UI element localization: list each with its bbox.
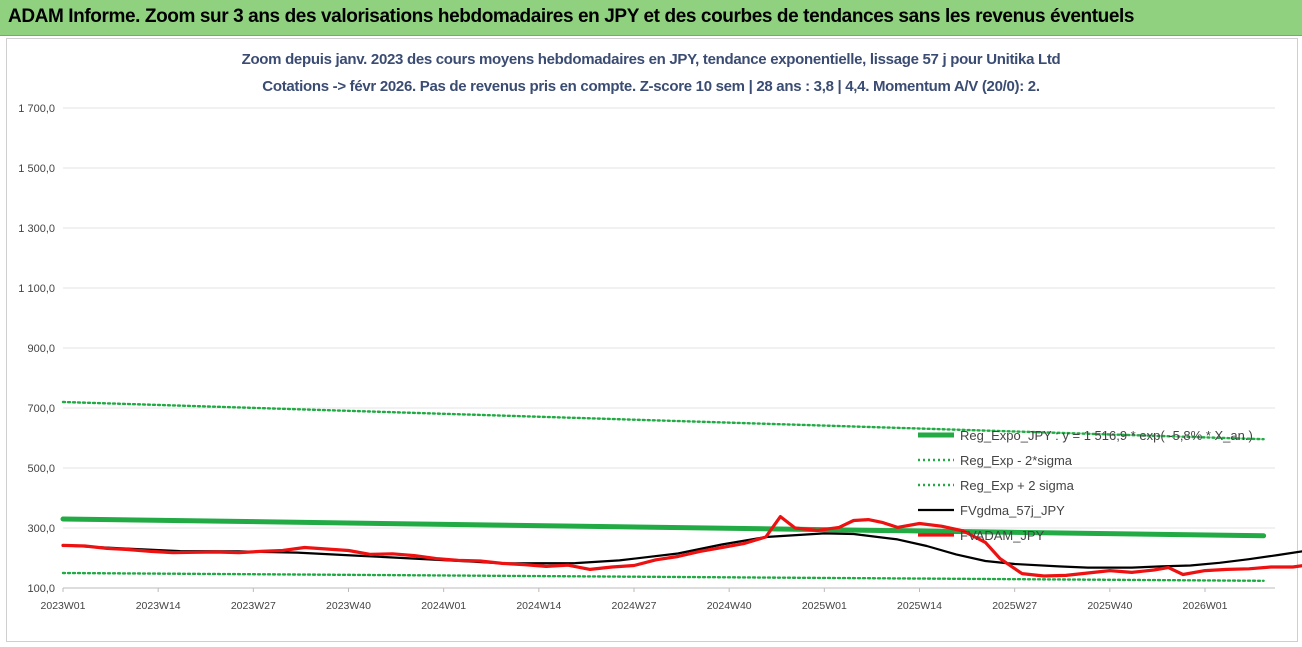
x-tick-label: 2026W01	[1183, 600, 1228, 612]
y-tick-label: 1 500,0	[18, 163, 55, 175]
series-group	[60, 400, 1302, 582]
x-tick-label: 2024W01	[421, 600, 466, 612]
y-tick-label: 1 100,0	[18, 283, 55, 295]
x-tick-label: 2024W27	[612, 600, 657, 612]
y-axis: 100,0 300,0 500,0 700,0 900,0 1 100,0 1 300,0 1…	[18, 103, 55, 595]
x-axis: 2023W01 2023W14 2023W27 2023W40 2024W01 2024W…	[41, 588, 1228, 612]
x-tick-label: 2025W40	[1087, 600, 1132, 612]
series-line-reg-exp-2-sigma	[61, 571, 1265, 582]
legend-label: Reg_Exp - 2*sigma	[960, 453, 1073, 468]
x-tick-label: 2024W40	[707, 600, 752, 612]
report-title: ADAM Informe. Zoom sur 3 ans des valoris…	[8, 6, 1135, 27]
x-tick-label: 2023W40	[326, 600, 371, 612]
x-tick-label: 2023W01	[41, 600, 86, 612]
legend-label: Reg_Expo_JPY : y = 1 516,9 * exp( -5,8% …	[960, 428, 1253, 443]
x-tick-label: 2023W14	[136, 600, 181, 612]
series-line-reg-expo-jpy-y-1-516-9-exp-5-8-x-an	[60, 516, 1267, 539]
y-tick-label: 1 700,0	[18, 103, 55, 115]
x-tick-label: 2024W14	[516, 600, 561, 612]
y-tick-label: 500,0	[27, 463, 55, 475]
y-tick-label: 900,0	[27, 343, 55, 355]
x-tick-label: 2023W27	[231, 600, 276, 612]
x-tick-label: 2025W14	[897, 600, 942, 612]
y-tick-label: 300,0	[27, 523, 55, 535]
series-line-reg-exp-2-sigma	[61, 400, 1265, 441]
y-tick-label: 100,0	[27, 583, 55, 595]
report-banner: ADAM Informe. Zoom sur 3 ans des valoris…	[0, 0, 1302, 36]
chart-subtitle: Cotations -> févr 2026. Pas de revenus p…	[262, 78, 1040, 95]
x-tick-label: 2025W01	[802, 600, 847, 612]
legend-label: FVADAM_JPY	[960, 528, 1045, 543]
x-tick-label: 2025W27	[992, 600, 1037, 612]
chart-title: Zoom depuis janv. 2023 des cours moyens …	[241, 51, 1061, 68]
y-tick-label: 1 300,0	[18, 223, 55, 235]
series-line-fvadam-jpy	[61, 515, 1302, 578]
legend-label: Reg_Exp + 2 sigma	[960, 478, 1075, 493]
legend-label: FVgdma_57j_JPY	[960, 503, 1065, 518]
grid	[63, 107, 1275, 589]
chart-frame	[6, 38, 1298, 642]
legend: Reg_Expo_JPY : y = 1 516,9 * exp( -5,8% …	[918, 428, 1253, 543]
y-tick-label: 700,0	[27, 403, 55, 415]
